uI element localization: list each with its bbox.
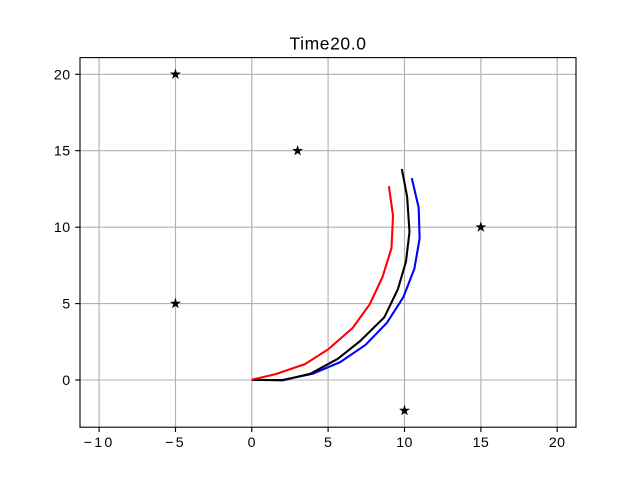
svg-text:10: 10 (54, 220, 71, 236)
svg-text:20: 20 (54, 67, 71, 83)
svg-text:5: 5 (62, 297, 70, 313)
svg-text:15: 15 (473, 435, 490, 451)
svg-text:5: 5 (324, 435, 332, 451)
svg-text:−10: −10 (84, 435, 115, 451)
svg-text:0: 0 (248, 435, 256, 451)
svg-text:10: 10 (396, 435, 413, 451)
svg-text:15: 15 (54, 144, 71, 160)
svg-text:Time20.0: Time20.0 (289, 34, 366, 54)
svg-text:0: 0 (62, 373, 70, 389)
svg-text:−5: −5 (165, 435, 186, 451)
svg-text:20: 20 (549, 435, 566, 451)
